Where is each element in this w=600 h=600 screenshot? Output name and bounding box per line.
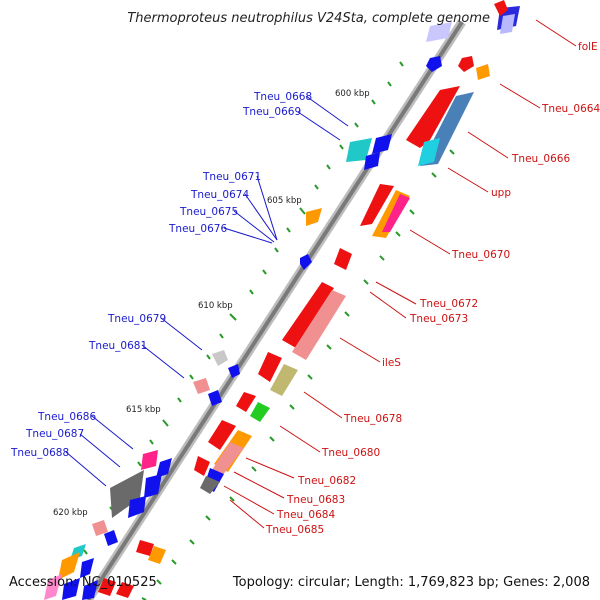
reverse-strand-genes xyxy=(44,6,520,600)
gene-feature[interactable] xyxy=(136,540,154,556)
gene-feature[interactable] xyxy=(346,138,372,162)
scale-label: 620 kbp xyxy=(53,508,88,518)
gene-feature[interactable] xyxy=(382,194,410,232)
gene-feature[interactable] xyxy=(500,14,515,34)
page-title: Thermoproteus neutrophilus V24Sta, compl… xyxy=(127,11,490,26)
gene-feature[interactable] xyxy=(82,580,98,600)
gene-feature[interactable] xyxy=(228,364,240,378)
gene-label[interactable]: Tneu_0679 xyxy=(107,313,166,325)
gene-feature[interactable] xyxy=(236,392,256,412)
gene-label[interactable]: upp xyxy=(491,187,511,199)
gene-feature[interactable] xyxy=(128,496,146,518)
gene-label[interactable]: Tneu_0666 xyxy=(511,153,570,165)
gene-label[interactable]: Tneu_0676 xyxy=(168,223,227,235)
gene-feature[interactable] xyxy=(144,474,162,498)
gene-label[interactable]: Tneu_0684 xyxy=(276,509,335,521)
left-leader-lines xyxy=(65,95,349,487)
gene-feature[interactable] xyxy=(208,390,222,406)
gene-feature[interactable] xyxy=(44,574,62,600)
gene-feature[interactable] xyxy=(476,64,490,80)
genome-summary: Topology: circular; Length: 1,769,823 bp… xyxy=(232,575,590,590)
left-gene-labels: Tneu_0668 Tneu_0669 Tneu_0671 Tneu_0674 … xyxy=(10,91,312,459)
gene-feature[interactable] xyxy=(58,552,80,580)
gene-label[interactable]: Tneu_0669 xyxy=(242,106,301,118)
gene-feature[interactable] xyxy=(458,56,474,72)
gene-feature[interactable] xyxy=(372,134,392,154)
gene-label[interactable]: Tneu_0688 xyxy=(10,447,69,459)
gene-feature[interactable] xyxy=(80,558,94,578)
genome-backbone xyxy=(84,19,466,600)
gene-label[interactable]: Tneu_0674 xyxy=(190,189,249,201)
gene-feature[interactable] xyxy=(104,530,118,546)
gene-feature[interactable] xyxy=(194,456,210,476)
gene-feature[interactable] xyxy=(250,402,270,422)
gene-feature[interactable] xyxy=(334,248,352,270)
right-gene-labels: folE Tneu_0664 Tneu_0666 upp Tneu_0670 T… xyxy=(265,41,600,536)
gene-feature[interactable] xyxy=(98,578,116,596)
gene-feature[interactable] xyxy=(62,578,80,600)
gene-label[interactable]: Tneu_0671 xyxy=(202,171,261,183)
gene-label[interactable]: Tneu_0685 xyxy=(265,524,324,536)
gene-feature[interactable] xyxy=(258,352,282,382)
gene-feature[interactable] xyxy=(406,86,460,148)
gene-feature[interactable] xyxy=(418,138,440,166)
scale-label: 615 kbp xyxy=(126,405,161,415)
gene-feature[interactable] xyxy=(300,254,312,270)
gene-feature[interactable] xyxy=(156,458,172,478)
gene-label[interactable]: Tneu_0686 xyxy=(37,411,96,423)
forward-strand-genes xyxy=(98,0,508,598)
scale-label: 600 kbp xyxy=(335,89,370,99)
gene-feature[interactable] xyxy=(292,290,346,360)
gene-label[interactable]: Tneu_0683 xyxy=(286,494,345,506)
gene-feature[interactable] xyxy=(212,442,244,476)
gene-label[interactable]: Tneu_0673 xyxy=(409,313,468,325)
gene-feature[interactable] xyxy=(306,208,322,226)
gene-feature[interactable] xyxy=(426,22,452,42)
gene-label[interactable]: Tneu_0664 xyxy=(541,103,600,115)
gene-label[interactable]: Tneu_0680 xyxy=(321,447,380,459)
gene-feature[interactable] xyxy=(200,476,220,494)
gene-label[interactable]: folE xyxy=(578,41,598,53)
gene-label[interactable]: Tneu_0678 xyxy=(343,413,402,425)
gene-feature[interactable] xyxy=(364,152,380,170)
gene-label[interactable]: Tneu_0672 xyxy=(419,298,478,310)
gene-feature[interactable] xyxy=(116,582,134,598)
gene-label[interactable]: Tneu_0682 xyxy=(297,475,356,487)
gene-feature[interactable] xyxy=(141,450,158,470)
gene-feature[interactable] xyxy=(193,378,210,394)
gene-feature[interactable] xyxy=(110,470,144,518)
gene-feature[interactable] xyxy=(360,184,394,226)
gene-label[interactable]: Tneu_0675 xyxy=(179,206,238,218)
scale-label: 605 kbp xyxy=(267,196,302,206)
scale-labels: 600 kbp 605 kbp 610 kbp 615 kbp 620 kbp xyxy=(53,89,370,518)
gene-feature[interactable] xyxy=(270,364,298,396)
accession-label: Accession: NC_010525 xyxy=(9,575,157,590)
gene-label[interactable]: Tneu_0681 xyxy=(88,340,147,352)
gene-label[interactable]: ileS xyxy=(382,357,401,369)
gene-feature[interactable] xyxy=(208,420,236,450)
gene-label[interactable]: Tneu_0687 xyxy=(25,428,84,440)
gene-feature[interactable] xyxy=(282,282,334,348)
gene-feature[interactable] xyxy=(212,350,228,366)
gene-feature[interactable] xyxy=(494,0,508,16)
gene-label[interactable]: Tneu_0670 xyxy=(451,249,510,261)
right-leader-lines xyxy=(223,19,577,529)
gene-label[interactable]: Tneu_0668 xyxy=(253,91,312,103)
scale-label: 610 kbp xyxy=(198,301,233,311)
gene-feature[interactable] xyxy=(92,520,108,536)
gene-feature[interactable] xyxy=(148,546,166,564)
gene-feature[interactable] xyxy=(426,56,442,72)
